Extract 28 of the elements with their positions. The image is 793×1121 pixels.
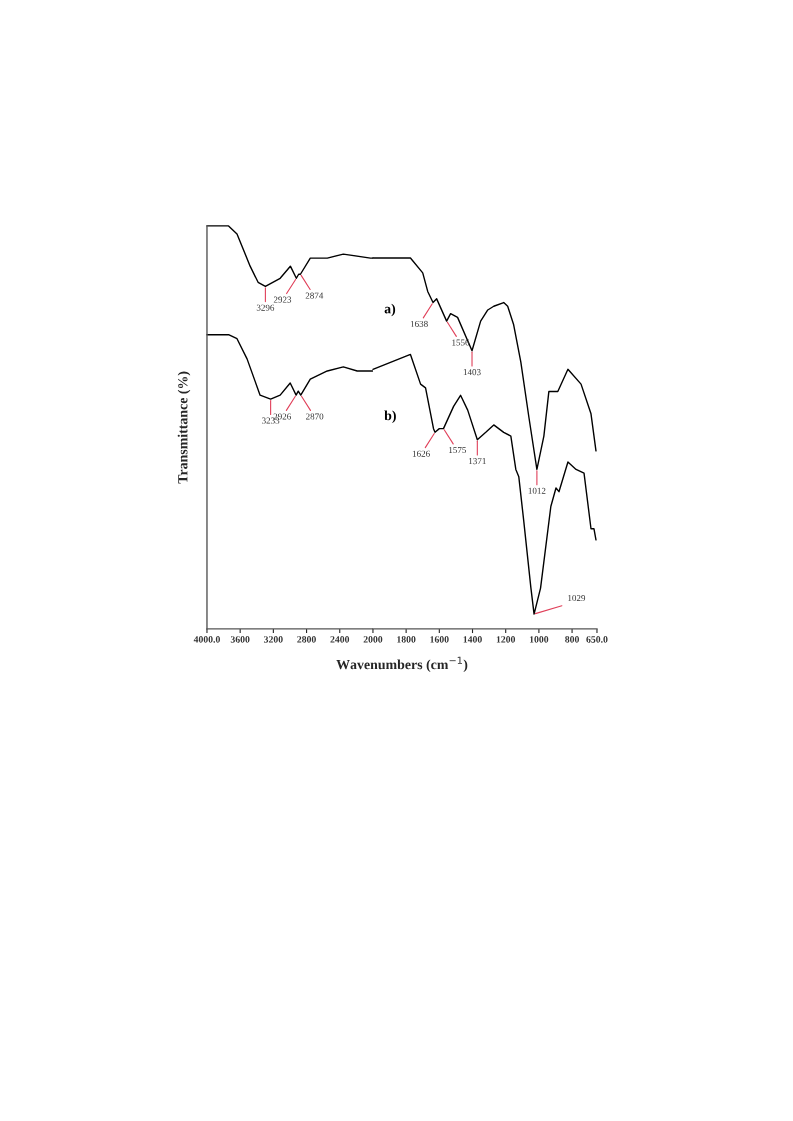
annotation: 1626 [412, 450, 430, 457]
annotation: 1012 [528, 487, 546, 494]
annotation: 2874 [305, 292, 324, 299]
text: a) [384, 303, 396, 317]
x-tick-label: 1400 [463, 636, 482, 643]
annotation: 2923 [273, 296, 292, 303]
annotation: 1371 [469, 458, 486, 465]
x-tick-label: 2400 [330, 636, 350, 643]
x-tick-label: 2800 [297, 636, 316, 643]
x-tick-label: 1000 [529, 636, 549, 643]
x-tick-label: 2000 [363, 636, 383, 643]
annotation: 3296 [256, 304, 275, 311]
x-tick-label: 1800 [397, 636, 416, 643]
x-tick-label: 4000.0 [193, 636, 220, 643]
x-tick-label: 1200 [496, 636, 516, 643]
annotation: 1575 [449, 446, 467, 454]
annotation: 1638 [410, 320, 428, 327]
x-tick-label: 1600 [430, 636, 449, 643]
x-tick-label: 650.0 [586, 636, 608, 643]
annotation: 1029 [568, 595, 586, 602]
x-tick-label: 3600 [230, 636, 250, 643]
text: b) [384, 410, 396, 424]
annotation: 2870 [306, 413, 324, 420]
x-axis-title: Wavenumbers (cm$^{−1}$) [336, 656, 468, 673]
x-tick-label: 800 [565, 636, 579, 643]
y-axis-title: Transmittance (%) [177, 371, 191, 484]
x-tick-label: 3200 [264, 636, 283, 643]
annotation: 1403 [463, 369, 481, 376]
